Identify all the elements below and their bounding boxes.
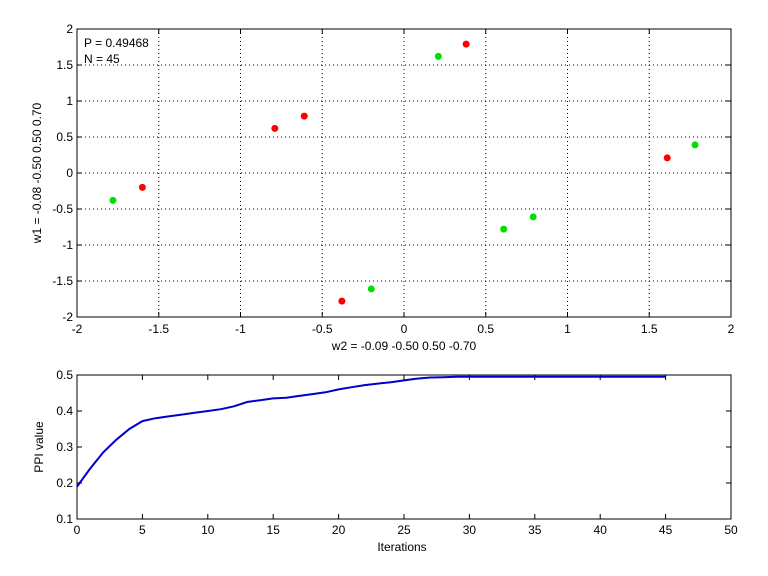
scatter-point — [338, 297, 346, 305]
scatter-point — [663, 154, 671, 162]
scatter-x-tick-label: 2 — [728, 322, 735, 336]
scatter-plot: -2 -1.5 -1 -0.5 0 0.5 1 1.5 2 -2 -1.5 -1 -0.5 0 0.5 1 1.… — [30, 22, 735, 353]
ppi-ticks: 0 5 10 15 20 25 30 35 40 45 50 0.1 0.2 0.3 0.4 0.5 — [56, 368, 738, 537]
ppi-plot-area — [76, 374, 732, 520]
ppi-x-tick-label: 15 — [267, 523, 281, 537]
scatter-y-tick-label: -0.5 — [52, 202, 73, 216]
ppi-x-axis-label: Iterations — [377, 540, 426, 554]
scatter-point — [691, 141, 699, 149]
ppi-x-tick-label: 50 — [724, 523, 738, 537]
scatter-y-tick-label: -2 — [62, 310, 73, 324]
ppi-series-line — [76, 375, 666, 488]
annotation-p: P = 0.49468 — [84, 36, 149, 50]
scatter-x-axis-label: w2 = -0.09 -0.50 0.50 -0.70 — [331, 339, 477, 353]
ppi-line-plot: 0 5 10 15 20 25 30 35 40 45 50 0.1 0.2 0.3 0.4 0.5 Iter… — [32, 368, 738, 554]
ppi-x-tick-label: 20 — [332, 523, 346, 537]
scatter-point — [138, 183, 146, 191]
scatter-ticks: -2 -1.5 -1 -0.5 0 0.5 1 1.5 2 -2 -1.5 -1 -0.5 0 0.5 1 1.… — [52, 22, 734, 336]
ppi-x-tick-label: 35 — [528, 523, 542, 537]
scatter-y-tick-label: -1.5 — [52, 274, 73, 288]
ppi-y-tick-label: 0.3 — [56, 440, 73, 454]
scatter-x-tick-label: -1.5 — [148, 322, 169, 336]
scatter-y-axis-label: w1 = -0.08 -0.50 0.50 0.70 — [30, 102, 44, 244]
scatter-y-tick-label: 2 — [66, 22, 73, 36]
scatter-y-tick-label: 1 — [66, 94, 73, 108]
ppi-y-tick-label: 0.4 — [56, 404, 73, 418]
scatter-grid — [77, 29, 731, 317]
scatter-x-tick-label: 1 — [564, 322, 571, 336]
ppi-x-tick-label: 45 — [659, 523, 673, 537]
ppi-y-tick-label: 0.5 — [56, 368, 73, 382]
annotation-n: N = 45 — [84, 52, 120, 66]
ppi-x-tick-label: 40 — [594, 523, 608, 537]
ppi-y-axis-label: PPI value — [32, 421, 46, 473]
scatter-point — [500, 225, 508, 233]
ppi-y-tick-label: 0.2 — [56, 476, 73, 490]
scatter-x-tick-label: 0.5 — [477, 322, 494, 336]
scatter-y-tick-label: 0 — [66, 166, 73, 180]
scatter-x-tick-label: -1 — [235, 322, 246, 336]
ppi-x-tick-label: 0 — [74, 523, 81, 537]
ppi-x-tick-label: 25 — [397, 523, 411, 537]
scatter-point — [529, 213, 537, 221]
ppi-x-tick-label: 10 — [201, 523, 215, 537]
scatter-point — [109, 196, 117, 204]
scatter-x-tick-label: 1.5 — [641, 322, 658, 336]
scatter-y-tick-label: 1.5 — [56, 58, 73, 72]
scatter-x-tick-label: 0 — [401, 322, 408, 336]
scatter-point — [434, 52, 442, 60]
scatter-x-tick-label: -2 — [72, 322, 83, 336]
scatter-point — [462, 40, 470, 48]
scatter-point — [300, 112, 308, 120]
ppi-y-tick-label: 0.1 — [56, 512, 73, 526]
scatter-point — [367, 285, 375, 293]
scatter-x-tick-label: -0.5 — [312, 322, 333, 336]
ppi-x-tick-label: 5 — [139, 523, 146, 537]
ppi-x-tick-label: 30 — [463, 523, 477, 537]
scatter-y-tick-label: 0.5 — [56, 130, 73, 144]
scatter-y-tick-label: -1 — [62, 238, 73, 252]
scatter-points — [109, 40, 699, 305]
scatter-point — [271, 124, 279, 132]
